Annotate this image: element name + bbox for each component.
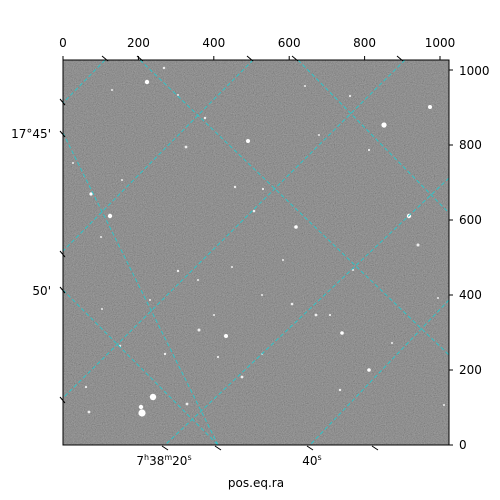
- top-axis-labels: 0 200 400 600 800 1000: [59, 36, 455, 50]
- star: [184, 145, 188, 149]
- left-tick: [59, 98, 66, 106]
- star: [416, 243, 420, 247]
- grid-line: [63, 60, 254, 252]
- bottom-slant-tick: [161, 445, 169, 451]
- star: [87, 410, 91, 414]
- star: [261, 187, 265, 191]
- grid-line: [63, 60, 106, 104]
- star: [176, 269, 180, 273]
- star: [233, 185, 237, 189]
- star: [162, 66, 166, 70]
- star: [391, 342, 393, 344]
- star: [177, 94, 179, 96]
- left-tick: [59, 396, 66, 404]
- star: [318, 134, 320, 136]
- star: [367, 368, 371, 372]
- star: [72, 162, 74, 164]
- right-tick-label: 1000: [459, 64, 490, 78]
- right-tick-label: 0: [459, 438, 467, 452]
- left-axis-labels: 17°45' 50': [11, 127, 51, 298]
- star-field: [72, 66, 445, 417]
- star: [101, 308, 103, 310]
- star: [261, 294, 263, 296]
- top-tick-label: 400: [202, 36, 225, 50]
- star: [224, 334, 228, 338]
- top-tick-label: 600: [278, 36, 301, 50]
- star: [231, 266, 233, 268]
- grid-line: [63, 60, 406, 399]
- star: [185, 402, 189, 406]
- top-slant-tick: [101, 55, 109, 62]
- star: [381, 122, 387, 128]
- star: [437, 297, 439, 299]
- star: [149, 299, 151, 301]
- star: [352, 269, 354, 271]
- star: [443, 404, 445, 406]
- star: [340, 331, 344, 335]
- star: [252, 209, 256, 213]
- right-tick-label: 400: [459, 288, 482, 302]
- x-axis-label: pos.eq.ra: [228, 476, 284, 490]
- star: [338, 388, 342, 392]
- sky-image: [63, 60, 449, 445]
- star: [216, 355, 220, 359]
- star: [149, 393, 157, 401]
- star: [138, 409, 146, 417]
- axis-ticks: [59, 55, 453, 451]
- star: [197, 279, 199, 281]
- star: [121, 179, 123, 181]
- top-tick-label: 0: [59, 36, 67, 50]
- star: [144, 79, 150, 85]
- bottom-tick-label: 40s: [302, 453, 321, 468]
- star: [89, 192, 93, 196]
- bottom-axis-labels: 7h38m20s 40s: [136, 453, 321, 468]
- star: [428, 105, 432, 109]
- top-tick-label: 200: [127, 36, 150, 50]
- star: [328, 313, 332, 317]
- left-tick-label: 17°45': [11, 127, 51, 141]
- star: [163, 352, 167, 356]
- star: [348, 94, 352, 98]
- bottom-slant-tick: [306, 445, 314, 451]
- left-tick-label: 50': [32, 284, 51, 298]
- star: [367, 148, 371, 152]
- coordinate-grid: [63, 60, 449, 445]
- star: [282, 259, 284, 261]
- star: [213, 314, 215, 316]
- left-tick: [59, 250, 66, 258]
- right-axis-labels: 0 200 400 600 800 1000: [459, 64, 490, 452]
- star: [290, 302, 294, 306]
- top-tick-label: 800: [353, 36, 376, 50]
- top-slant-tick: [291, 55, 299, 62]
- star: [197, 328, 201, 332]
- star: [203, 116, 207, 120]
- bottom-tick-label: 7h38m20s: [136, 453, 191, 468]
- star: [314, 313, 318, 317]
- star: [304, 85, 306, 87]
- axes-frame: [62, 59, 450, 446]
- star: [294, 225, 298, 229]
- bottom-slant-tick: [214, 445, 222, 451]
- right-tick-label: 600: [459, 213, 482, 227]
- star: [246, 139, 250, 143]
- bottom-slant-tick: [371, 445, 379, 451]
- left-tick: [59, 130, 66, 138]
- star: [240, 375, 244, 379]
- top-slant-tick: [136, 55, 144, 62]
- top-tick-label: 1000: [425, 36, 456, 50]
- top-slant-tick: [246, 55, 254, 62]
- star: [111, 89, 113, 91]
- top-slant-tick: [396, 55, 404, 62]
- grid-line: [63, 289, 219, 445]
- star: [138, 404, 144, 410]
- grid-line: [309, 299, 449, 445]
- right-tick-label: 200: [459, 363, 482, 377]
- grid-line: [297, 60, 449, 214]
- star: [107, 213, 113, 219]
- star: [84, 385, 88, 389]
- star: [100, 236, 102, 238]
- right-tick-label: 800: [459, 138, 482, 152]
- left-tick: [59, 286, 66, 294]
